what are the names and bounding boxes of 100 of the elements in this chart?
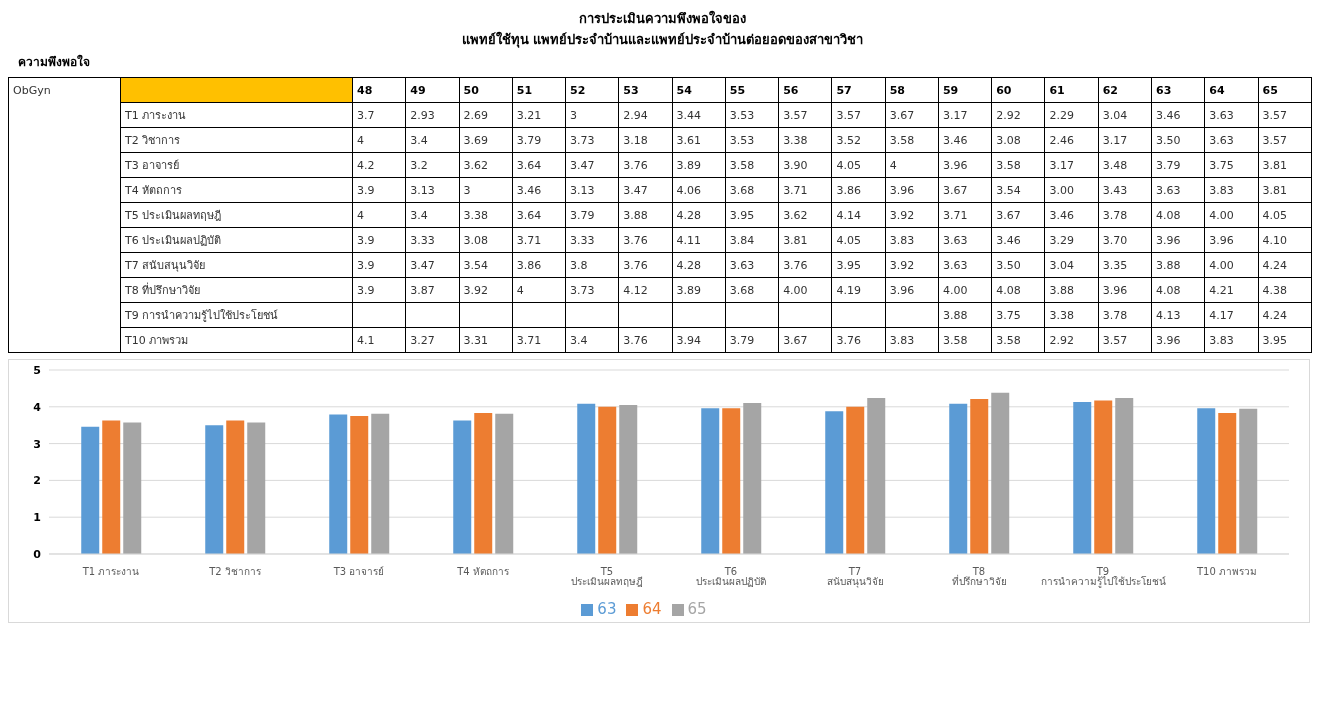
data-label: 3.9 (352, 277, 406, 303)
data-label: 3.46 (512, 177, 566, 203)
data-label: 4 (352, 127, 406, 153)
bar (701, 408, 720, 554)
data-label: 4.2 (352, 152, 406, 178)
data-label: 3.53 (725, 127, 779, 153)
data-label: 3.79 (512, 127, 566, 153)
data-label: 3.18 (618, 127, 673, 153)
data-label: 3.58 (938, 327, 992, 353)
data-label: 3.63 (938, 227, 992, 253)
data-label: 4.00 (1204, 202, 1259, 228)
y-tick-label: T8 ที่ปรึกษาวิจัย (120, 277, 353, 303)
bar (247, 422, 266, 554)
data-label: 3.76 (618, 227, 673, 253)
data-label: 3.70 (1098, 227, 1152, 253)
data-label: 2.69 (459, 102, 513, 128)
data-label: 4.28 (672, 202, 726, 228)
data-label: 4 (352, 202, 406, 228)
bar (495, 413, 514, 554)
data-label: 3.4 (405, 127, 460, 153)
data-label: 3.67 (991, 202, 1045, 228)
data-label: 2.92 (1044, 327, 1099, 353)
y-tick-label: 3 (33, 437, 41, 451)
data-label: 3.54 (991, 177, 1045, 203)
bar (1239, 408, 1258, 554)
bar (846, 406, 865, 554)
y-tick-label: 0 (33, 547, 42, 561)
text: ความพึงพอใจ (18, 53, 91, 71)
y-tick-label: T6 ประเมินผลปฏิบัติ (120, 227, 353, 253)
data-label: 3.96 (1151, 227, 1205, 253)
data-label: 3.57 (831, 102, 886, 128)
data-label: 3.81 (1258, 177, 1312, 203)
data-label: 3.71 (512, 227, 566, 253)
data-label: 3.95 (725, 202, 779, 228)
data-label: 2.92 (991, 102, 1045, 128)
x-tick-label: 62 (1098, 77, 1152, 103)
data-label: 3.78 (1098, 302, 1152, 328)
bar (81, 426, 100, 554)
data-label: 3.8 (565, 252, 619, 278)
bar (991, 392, 1010, 554)
y-tick-label: T10 ภาพรวม (120, 327, 353, 353)
data-label: 3.68 (725, 277, 779, 303)
data-label: 4 (885, 152, 939, 178)
bar (350, 416, 369, 554)
data-label: 3.46 (1044, 202, 1099, 228)
data-label: 4.08 (1151, 202, 1205, 228)
bar (474, 413, 493, 554)
data-label: 3.69 (459, 127, 513, 153)
data-label: 4.08 (991, 277, 1045, 303)
data-label: 3.57 (778, 102, 832, 128)
data-label: 3.92 (459, 277, 513, 303)
x-tick-label: T7 สนับสนุนวิจัย (826, 566, 884, 589)
data-label: 3.96 (885, 177, 939, 203)
data-label: 3.90 (778, 152, 832, 178)
data-label: 3.79 (725, 327, 779, 353)
data-label: 3.79 (1151, 152, 1205, 178)
data-label: 3.08 (991, 127, 1045, 153)
bar (722, 408, 741, 554)
y-tick-label: T2 วิชาการ (120, 127, 353, 153)
data-label: 3.63 (1151, 177, 1205, 203)
data-label: 3.78 (1098, 202, 1152, 228)
data-label: 3.92 (885, 252, 939, 278)
data-label: 3.38 (459, 202, 513, 228)
data-label: 4 (512, 277, 566, 303)
data-label: 3.29 (1044, 227, 1099, 253)
data-label: 3.58 (991, 327, 1045, 353)
bar (949, 403, 968, 554)
data-label: 4.24 (1258, 302, 1312, 328)
x-tick-label: 60 (991, 77, 1045, 103)
y-tick-label: T5 ประเมินผลทฤษฎี (120, 202, 353, 228)
data-label: 3.73 (565, 127, 619, 153)
x-tick-label: 48 (352, 77, 406, 103)
data-label: 4.38 (1258, 277, 1312, 303)
data-label: 3.67 (938, 177, 992, 203)
data-label: 4.11 (672, 227, 726, 253)
y-tick-label: T4 หัตถการ (120, 177, 353, 203)
data-label: 3.81 (778, 227, 832, 253)
data-label: 3.88 (1151, 252, 1205, 278)
bar (1218, 413, 1237, 554)
data-label: 3.95 (831, 252, 886, 278)
data-label: 3.43 (1098, 177, 1152, 203)
data-label: 4.05 (831, 152, 886, 178)
data-label: 4.00 (1204, 252, 1259, 278)
data-label: 3.47 (565, 152, 619, 178)
data-label: 3.17 (1044, 152, 1099, 178)
data-label: 3.04 (1098, 102, 1152, 128)
data-label: 3.57 (1258, 102, 1312, 128)
data-label: 3.21 (512, 102, 566, 128)
data-label: 3.48 (1098, 152, 1152, 178)
data-label: 3.61 (672, 127, 726, 153)
data-label: 3.57 (1258, 127, 1312, 153)
data-label: 3.4 (565, 327, 619, 353)
y-tick-label: 5 (33, 363, 41, 377)
data-label: 3.13 (405, 177, 460, 203)
data-label: 2.46 (1044, 127, 1099, 153)
data-label: 3.9 (352, 252, 406, 278)
data-label: 3.87 (405, 277, 460, 303)
bar (1073, 402, 1092, 554)
y-tick-label: T3 อาจารย์ (120, 152, 353, 178)
data-label: 3.71 (938, 202, 992, 228)
